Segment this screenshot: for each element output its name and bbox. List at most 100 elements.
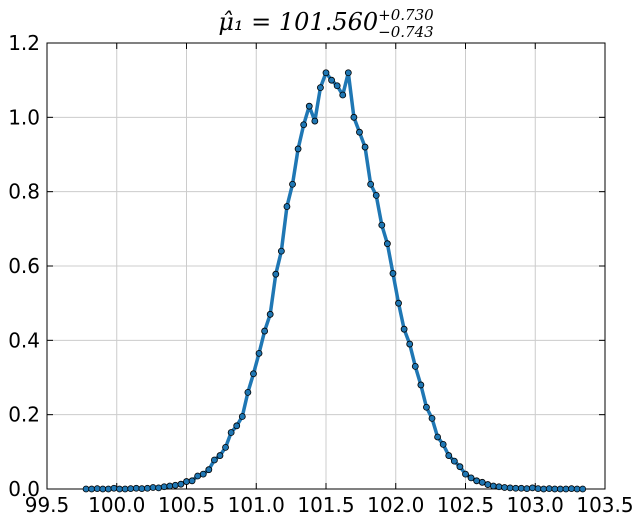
data-point: [517, 484, 525, 492]
x-tick-label: 100.0: [88, 493, 145, 517]
data-point: [395, 299, 402, 307]
data-point: [339, 91, 347, 99]
data-point: [255, 349, 263, 357]
x-tick-label: 103.0: [507, 493, 564, 517]
data-point: [356, 128, 363, 136]
data-point: [439, 440, 447, 448]
data-point: [222, 443, 229, 451]
data-point: [300, 121, 308, 129]
data-point: [305, 102, 313, 110]
data-point: [501, 484, 508, 491]
data-line: [86, 70, 583, 491]
y-tick-label: 0.4: [8, 328, 40, 352]
y-tick-label: 1.0: [8, 105, 40, 129]
data-point: [82, 485, 90, 493]
data-point: [489, 482, 497, 490]
x-tick-label: 101.0: [228, 493, 285, 517]
data-point: [406, 340, 414, 348]
title-lower: −0.743: [378, 23, 434, 41]
data-point: [456, 463, 464, 471]
data-point: [88, 485, 96, 493]
data-point: [361, 143, 369, 151]
data-point: [244, 388, 252, 396]
y-tick-label: 0.6: [8, 254, 40, 278]
data-point: [568, 485, 575, 493]
data-point: [233, 422, 241, 430]
data-point: [166, 482, 174, 490]
data-point: [210, 456, 218, 464]
x-tick-label: 102.5: [437, 493, 494, 517]
data-point: [216, 452, 224, 459]
data-point: [367, 180, 375, 188]
data-point: [467, 474, 475, 482]
data-point: [434, 433, 442, 441]
data-point: [294, 145, 302, 153]
data-point: [445, 452, 453, 459]
data-point: [132, 484, 140, 492]
data-point: [573, 485, 581, 493]
y-tick-label: 0.2: [8, 403, 40, 427]
x-tick-label: 101.5: [297, 493, 354, 517]
data-point: [317, 84, 324, 91]
data-point: [350, 113, 358, 121]
data-point: [194, 472, 202, 480]
data-point: [450, 457, 458, 465]
data-point: [238, 413, 246, 420]
data-point: [138, 485, 146, 493]
data-point: [311, 117, 319, 125]
data-point: [328, 76, 335, 84]
y-tick-label: 0.0: [8, 477, 40, 501]
x-tick-label: 100.5: [158, 493, 215, 517]
plot-frame: [46, 42, 606, 490]
data-point: [579, 485, 587, 493]
data-point: [205, 466, 213, 474]
data-point: [344, 69, 352, 77]
data-point: [378, 221, 386, 229]
data-point: [484, 481, 492, 488]
data-point: [372, 191, 380, 199]
data-point: [383, 240, 391, 248]
data-point: [188, 477, 196, 485]
data-point: [529, 484, 536, 492]
data-point: [250, 370, 257, 378]
data-point: [155, 484, 163, 492]
data-point: [127, 485, 135, 493]
data-point: [177, 480, 185, 488]
data-point: [462, 470, 469, 478]
data-point: [183, 478, 190, 485]
data-point: [506, 484, 514, 492]
data-point: [227, 429, 235, 436]
chart-title: μ̂₁ = 101.560+0.730: [218, 6, 434, 36]
data-point: [93, 485, 101, 493]
data-point: [289, 180, 296, 188]
data-point: [534, 485, 542, 493]
data-point: [171, 481, 179, 489]
x-tick-label: 103.5: [576, 493, 633, 517]
x-tick-label: 102.0: [367, 493, 424, 517]
data-point: [149, 484, 157, 491]
data-point: [545, 485, 553, 493]
y-tick-label: 1.2: [8, 31, 40, 55]
data-point: [116, 485, 123, 493]
data-point: [473, 477, 481, 485]
data-point: [199, 470, 207, 478]
data-point: [478, 478, 486, 486]
title-upper: +0.730: [378, 6, 434, 24]
data-point: [400, 325, 408, 333]
data-point: [389, 270, 397, 277]
data-point: [261, 327, 269, 335]
data-point: [283, 203, 291, 210]
data-point: [428, 414, 436, 422]
data-point: [104, 485, 112, 493]
y-tick-label: 0.8: [8, 180, 40, 204]
data-point: [551, 485, 559, 493]
data-point: [99, 485, 107, 493]
data-point: [160, 483, 168, 491]
data-point: [512, 484, 520, 492]
data-point: [556, 485, 564, 493]
data-point: [540, 485, 548, 493]
data-point: [110, 484, 118, 492]
x-tick-label: 99.5: [25, 493, 70, 517]
